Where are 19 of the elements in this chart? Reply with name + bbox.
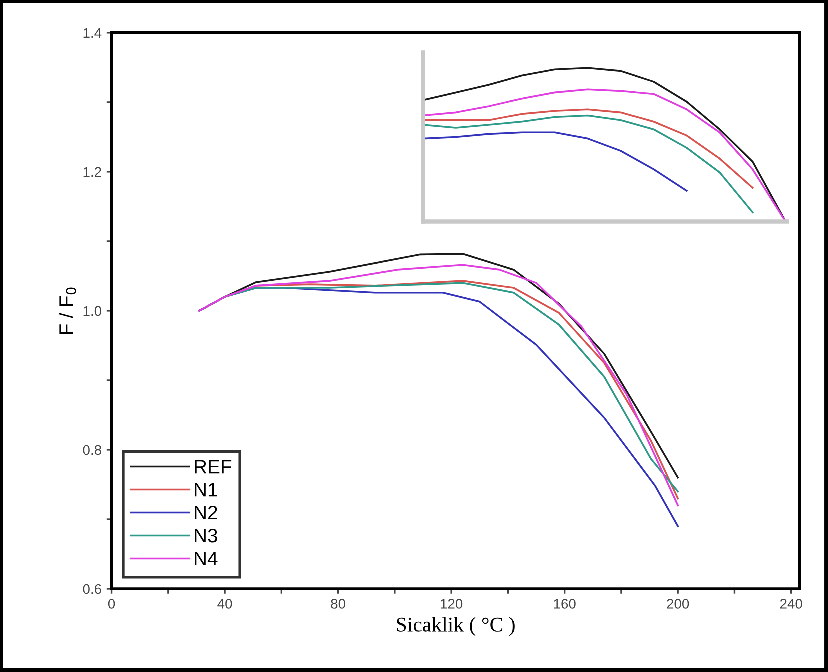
x-axis-title: Sicaklik ( °C ) bbox=[397, 617, 515, 636]
x-tick-label: 200 bbox=[667, 599, 690, 609]
y-tick-label: 1.0 bbox=[84, 306, 102, 316]
y-axis-title: F / F$_{0}$ bbox=[58, 288, 76, 334]
y-tick-label: 0.6 bbox=[83, 584, 102, 594]
x-tick-label: 0 bbox=[108, 599, 116, 609]
x-tick-label: 240 bbox=[780, 599, 802, 609]
y-tick-label: 1.2 bbox=[84, 167, 102, 177]
y-tick-label: 1.4 bbox=[84, 28, 102, 38]
y-tick-label: 0.8 bbox=[83, 445, 102, 456]
legend-label: N2 bbox=[195, 506, 218, 520]
legend-label: N4 bbox=[195, 552, 218, 566]
x-tick-label: 160 bbox=[554, 599, 576, 609]
legend-label: N3 bbox=[195, 528, 218, 543]
legend-label: REF bbox=[195, 460, 232, 474]
x-tick-label: 120 bbox=[441, 599, 463, 609]
x-tick-label: 80 bbox=[331, 599, 346, 609]
legend-label: N1 bbox=[195, 483, 218, 497]
x-tick-label: 40 bbox=[218, 599, 232, 609]
